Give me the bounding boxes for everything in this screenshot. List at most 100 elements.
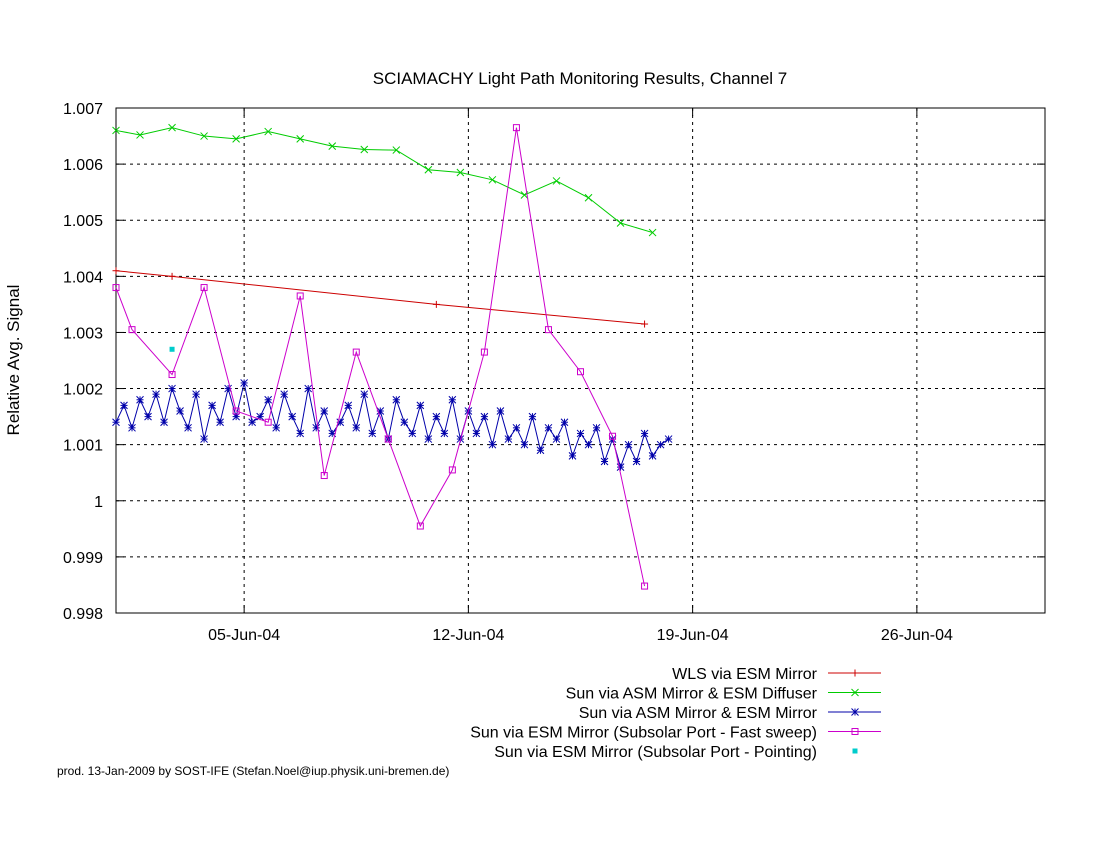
cross-marker bbox=[584, 193, 593, 202]
x-tick-label: 19-Jun-04 bbox=[657, 627, 729, 644]
square-marker bbox=[416, 522, 424, 530]
star-marker bbox=[112, 418, 120, 427]
cross-marker bbox=[851, 688, 859, 697]
star-marker bbox=[248, 418, 257, 427]
star-marker bbox=[280, 390, 289, 399]
square-marker bbox=[384, 435, 392, 443]
star-marker bbox=[184, 423, 192, 432]
square-marker bbox=[296, 292, 304, 300]
square-marker bbox=[264, 418, 272, 426]
star-marker bbox=[192, 390, 200, 399]
star-marker bbox=[128, 423, 136, 432]
star-marker bbox=[584, 440, 593, 449]
x-tick-label: 05-Jun-04 bbox=[208, 627, 280, 644]
star-marker bbox=[520, 440, 529, 449]
star-marker bbox=[851, 708, 859, 716]
star-marker bbox=[440, 429, 449, 438]
star-marker bbox=[160, 418, 168, 427]
dot-marker bbox=[169, 346, 175, 352]
star-marker bbox=[560, 418, 569, 427]
square-marker bbox=[609, 432, 617, 440]
square-marker bbox=[352, 348, 360, 356]
y-tick-label: 1.007 bbox=[63, 101, 103, 118]
series-line bbox=[115, 127, 653, 234]
legend-label: Sun via ASM Mirror & ESM Diffuser bbox=[566, 686, 818, 703]
star-marker bbox=[168, 384, 176, 393]
cross-marker bbox=[232, 135, 240, 143]
y-tick-label: 0.999 bbox=[63, 550, 103, 567]
plus-marker bbox=[851, 669, 859, 677]
square-marker bbox=[577, 368, 584, 376]
cross-marker bbox=[168, 123, 176, 132]
star-marker bbox=[536, 446, 545, 455]
star-marker bbox=[432, 412, 441, 421]
star-marker bbox=[592, 423, 601, 432]
axes: 0.998 0.999 1 1.001 1.002 1.003 1.004 1.005 1.00… bbox=[63, 101, 1046, 644]
grid-lines bbox=[116, 108, 1045, 613]
star-marker bbox=[496, 407, 505, 415]
star-marker bbox=[240, 379, 248, 387]
star-marker bbox=[656, 440, 665, 449]
star-marker bbox=[528, 412, 537, 421]
star-marker bbox=[288, 412, 297, 421]
plus-marker bbox=[641, 320, 649, 328]
star-marker bbox=[136, 395, 144, 404]
cross-marker bbox=[200, 132, 208, 140]
plus-marker bbox=[432, 300, 440, 308]
star-marker bbox=[144, 412, 152, 421]
star-marker bbox=[304, 384, 313, 393]
star-marker bbox=[416, 401, 425, 410]
star-marker bbox=[408, 429, 417, 438]
series-1 bbox=[112, 267, 649, 328]
star-marker bbox=[328, 429, 337, 438]
star-marker bbox=[120, 401, 128, 410]
cross-marker bbox=[112, 126, 120, 135]
square-marker bbox=[480, 348, 488, 356]
legend-label: Sun via ASM Mirror & ESM Mirror bbox=[579, 705, 818, 722]
star-marker bbox=[344, 401, 353, 410]
y-tick-label: 1.001 bbox=[63, 438, 103, 455]
series-3 bbox=[112, 379, 673, 471]
star-marker bbox=[400, 418, 409, 427]
series-line bbox=[115, 270, 645, 325]
star-marker bbox=[296, 429, 305, 438]
footer-text: prod. 13-Jan-2009 by SOST-IFE (Stefan.No… bbox=[57, 764, 449, 778]
series-4 bbox=[112, 124, 649, 590]
star-marker bbox=[488, 440, 497, 449]
square-marker bbox=[320, 472, 328, 480]
cross-marker bbox=[392, 146, 401, 154]
chart-title: SCIAMACHY Light Path Monitoring Results,… bbox=[373, 69, 788, 88]
star-marker bbox=[200, 435, 208, 443]
y-axis-label: Relative Avg. Signal bbox=[4, 285, 23, 436]
star-marker bbox=[264, 395, 273, 404]
square-marker bbox=[168, 371, 176, 379]
star-marker bbox=[552, 435, 561, 443]
square-marker bbox=[641, 582, 649, 590]
plus-marker bbox=[168, 272, 176, 280]
star-marker bbox=[392, 395, 401, 404]
square-marker bbox=[851, 728, 859, 735]
cross-marker bbox=[488, 175, 497, 184]
star-marker bbox=[352, 423, 361, 432]
star-marker bbox=[152, 390, 160, 399]
legend: WLS via ESM Mirror Sun via ASM Mirror & E… bbox=[470, 666, 881, 761]
star-marker bbox=[576, 429, 585, 438]
series-line bbox=[115, 127, 646, 587]
star-marker bbox=[368, 429, 377, 438]
square-marker bbox=[512, 124, 520, 132]
plot-frame bbox=[115, 107, 1046, 614]
y-tick-label: 1.006 bbox=[63, 157, 103, 174]
series-layer bbox=[112, 123, 673, 590]
y-tick-label: 1.003 bbox=[63, 325, 103, 342]
star-marker bbox=[624, 440, 633, 449]
cross-marker bbox=[552, 177, 561, 185]
star-marker bbox=[568, 452, 577, 460]
y-tick-label: 1.002 bbox=[63, 382, 103, 399]
star-marker bbox=[648, 452, 657, 460]
square-marker bbox=[128, 326, 136, 334]
star-marker bbox=[512, 423, 521, 432]
square-marker bbox=[112, 284, 120, 292]
y-tick-label: 1.004 bbox=[63, 269, 103, 286]
star-marker bbox=[600, 457, 609, 466]
